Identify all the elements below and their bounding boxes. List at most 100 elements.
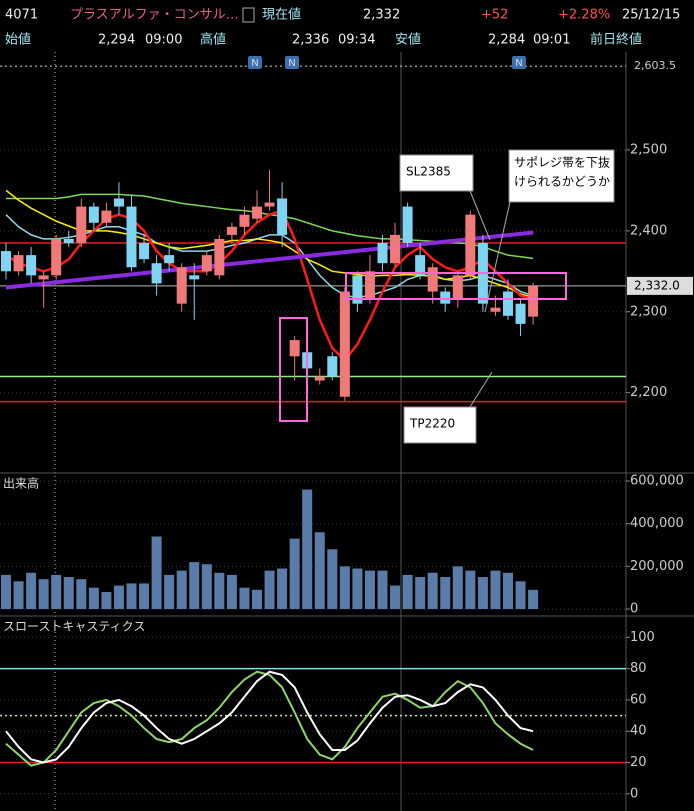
candle-body [176,267,187,304]
candle-body [76,206,87,243]
candle-body [26,255,37,276]
date: 25/12/15 [622,8,680,23]
y-tick-label: 2,400 [630,223,667,238]
candle-body [427,267,438,292]
candle-body [440,291,451,304]
y-tick-label: 80 [630,661,647,676]
candle-body [528,285,539,317]
candle-body [314,376,325,381]
candle-body [252,206,262,219]
news-marker[interactable] [248,56,262,69]
candle-body [465,214,476,276]
volume-bar [515,581,526,610]
candle-body [189,275,200,280]
note-box [508,149,615,203]
candle-body [126,206,137,268]
volume-bar [252,589,262,610]
low-time: 09:01 [533,33,570,48]
volume-bar [76,579,87,610]
candle-body [364,271,375,300]
volume-bar [377,570,388,610]
volume-bar [226,574,237,610]
y-tick-label: 2,300 [630,304,667,319]
volume-bar [239,587,250,610]
tp-box [403,406,477,444]
volume-bar [214,572,225,610]
candle-body [239,214,250,227]
volume-bar [264,570,275,610]
current-label: 現在値 [262,7,301,23]
sl-box [399,154,474,192]
y-tick-label: 20 [630,755,647,770]
tp-text: TP2220 [409,417,455,431]
volume-bar [289,538,300,610]
candle-body [339,291,350,397]
candle-body [226,226,237,235]
volume-bar [440,577,451,610]
candle-body [139,242,150,260]
price-tag [627,57,693,76]
sl-text: SL2385 [406,165,451,179]
volume-bar [88,587,99,610]
range-box [345,272,567,300]
news-text: N [515,58,522,69]
y-tick-label: 0 [630,786,638,801]
volume-bar [13,581,24,610]
high-label: 高値 [200,32,226,48]
candle-body [151,263,162,284]
volume-bar [113,585,124,610]
volume-bar [390,585,401,610]
y-tick-label: 2,200 [630,385,667,400]
y-tick-label: 60 [630,692,647,707]
range-box [279,317,308,422]
low: 2,284 [488,33,525,48]
volume-bar [26,572,37,610]
y-tick-label: 0 [630,602,638,617]
volume-bar [352,568,363,610]
price-label: 2,332.0 [634,278,680,292]
volume-bar [176,570,187,610]
volume-bar [465,570,476,610]
y-tick-label: 200,000 [630,559,684,574]
candle-body [377,242,388,264]
candle-body [1,251,11,272]
volume-bar [490,570,501,610]
pointer [469,371,493,408]
volume-bar [201,564,212,610]
volume-bar [63,577,74,610]
change: +52 [481,8,508,23]
volume-bar [327,549,338,610]
high-time: 09:34 [338,33,375,48]
trendline [5,230,534,290]
code: 4071 [5,8,38,23]
news-marker[interactable] [512,56,526,69]
stoch-line [5,670,534,764]
candle-body [327,356,338,377]
volume-bar [189,562,200,610]
news-marker[interactable] [285,56,299,69]
candle-body [503,291,513,316]
candle-body [452,275,463,300]
volume-bar [503,572,513,610]
candle-body [352,275,363,304]
open-label: 始値 [5,32,31,48]
y-tick-label: 40 [630,724,647,739]
pointer [469,190,491,241]
panel-title: 出来高 [3,476,39,491]
note-text: サポレジ帯を下抜 [514,156,610,170]
candle-body [264,202,275,207]
doc-icon[interactable] [242,7,255,23]
news-text: N [288,58,295,69]
candle-body [113,198,124,207]
volume-bar [139,583,150,610]
candle-body [289,340,300,357]
volume-bar [477,577,488,610]
volume-bar [126,583,137,610]
volume-bar [402,574,413,610]
volume-bar [38,579,49,610]
volume-bar [339,566,350,610]
candle-body [390,234,401,264]
y-tick-label: 400,000 [630,516,684,531]
volume-bar [528,589,539,610]
